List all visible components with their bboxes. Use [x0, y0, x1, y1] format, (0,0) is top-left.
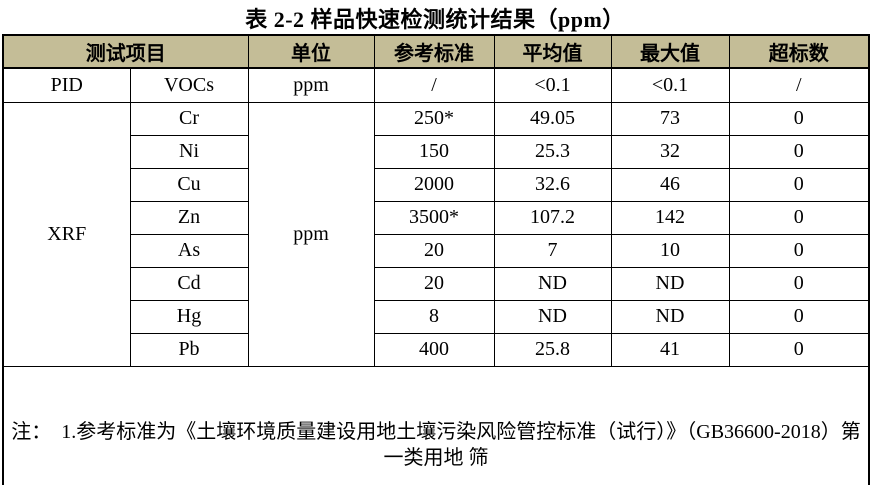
- cell-max: <0.1: [610, 67, 730, 103]
- cell-exceed: 0: [728, 299, 870, 334]
- cell-item: Pb: [129, 332, 249, 367]
- cell-device-xrf: XRF: [2, 101, 131, 367]
- cell-item: Hg: [129, 299, 249, 334]
- cell-max: ND: [610, 299, 730, 334]
- header-unit: 单位: [247, 34, 375, 69]
- cell-avg: 107.2: [493, 200, 612, 235]
- cell-ref: /: [373, 67, 495, 103]
- note-line-1: 注： 1.参考标准为《土壤环境质量建设用地土壤污染风险管控标准（试行）》（GB3…: [11, 420, 861, 469]
- cell-unit: ppm: [247, 101, 375, 367]
- cell-item: Ni: [129, 134, 249, 169]
- cell-exceed: 0: [728, 134, 870, 169]
- cell-avg: 7: [493, 233, 612, 268]
- cell-exceed: 0: [728, 266, 870, 301]
- cell-avg: ND: [493, 299, 612, 334]
- cell-ref: 150: [373, 134, 495, 169]
- table-header-row: 测试项目 单位 参考标准 平均值 最大值 超标数: [2, 34, 870, 69]
- header-average: 平均值: [493, 34, 612, 69]
- cell-max: 10: [610, 233, 730, 268]
- cell-item: As: [129, 233, 249, 268]
- cell-avg: 25.8: [493, 332, 612, 367]
- table-row-xrf-cu: Cu 2000 32.6 46 0: [3, 167, 870, 202]
- table-note: 注： 1.参考标准为《土壤环境质量建设用地土壤污染风险管控标准（试行）》（GB3…: [2, 365, 870, 485]
- table-note-row: 注： 1.参考标准为《土壤环境质量建设用地土壤污染风险管控标准（试行）》（GB3…: [2, 365, 870, 485]
- table-row-xrf-cd: Cd 20 ND ND 0: [3, 266, 870, 301]
- cell-ref: 3500*: [373, 200, 495, 235]
- table-row-xrf-zn: Zn 3500* 107.2 142 0: [3, 200, 870, 235]
- cell-max: 32: [610, 134, 730, 169]
- cell-avg: ND: [493, 266, 612, 301]
- header-maximum: 最大值: [610, 34, 730, 69]
- cell-ref: 2000: [373, 167, 495, 202]
- cell-item: Cd: [129, 266, 249, 301]
- cell-ref: 400: [373, 332, 495, 367]
- cell-item: Cu: [129, 167, 249, 202]
- table-title: 表 2-2 样品快速检测统计结果（ppm）: [245, 7, 625, 32]
- header-exceed-count: 超标数: [728, 34, 870, 69]
- cell-avg: 25.3: [493, 134, 612, 169]
- cell-max: 46: [610, 167, 730, 202]
- cell-ref: 250*: [373, 101, 495, 136]
- table-row-xrf-hg: Hg 8 ND ND 0: [3, 299, 870, 334]
- cell-exceed: 0: [728, 233, 870, 268]
- cell-exceed: /: [728, 67, 870, 103]
- cell-exceed: 0: [728, 167, 870, 202]
- cell-avg: 32.6: [493, 167, 612, 202]
- cell-exceed: 0: [728, 332, 870, 367]
- cell-unit: ppm: [247, 67, 375, 103]
- cell-avg: 49.05: [493, 101, 612, 136]
- cell-avg: <0.1: [493, 67, 612, 103]
- cell-max: ND: [610, 266, 730, 301]
- cell-max: 142: [610, 200, 730, 235]
- table-row-pid-vocs: PID VOCs ppm / <0.1 <0.1 /: [2, 67, 870, 103]
- table-row-xrf-pb: Pb 400 25.8 41 0: [3, 332, 870, 367]
- cell-ref: 8: [373, 299, 495, 334]
- table-row-xrf-cr: XRF Cr ppm 250* 49.05 73 0: [2, 101, 870, 367]
- cell-exceed: 0: [728, 200, 870, 235]
- cell-max: 41: [610, 332, 730, 367]
- cell-item: Zn: [129, 200, 249, 235]
- cell-item: Cr: [129, 101, 249, 136]
- header-test-item: 测试项目: [2, 34, 249, 69]
- rapid-detection-stats-table: 测试项目 单位 参考标准 平均值 最大值 超标数 PID VOCs ppm / …: [2, 34, 870, 485]
- table-row-xrf-as: As 20 7 10 0: [3, 233, 870, 268]
- header-ref-standard: 参考标准: [373, 34, 495, 69]
- cell-device-pid: PID: [2, 67, 131, 103]
- cell-ref: 20: [373, 233, 495, 268]
- table-row-xrf-ni: Ni 150 25.3 32 0: [3, 134, 870, 169]
- cell-exceed: 0: [728, 101, 870, 136]
- cell-max: 73: [610, 101, 730, 136]
- cell-ref: 20: [373, 266, 495, 301]
- cell-item: VOCs: [129, 67, 249, 103]
